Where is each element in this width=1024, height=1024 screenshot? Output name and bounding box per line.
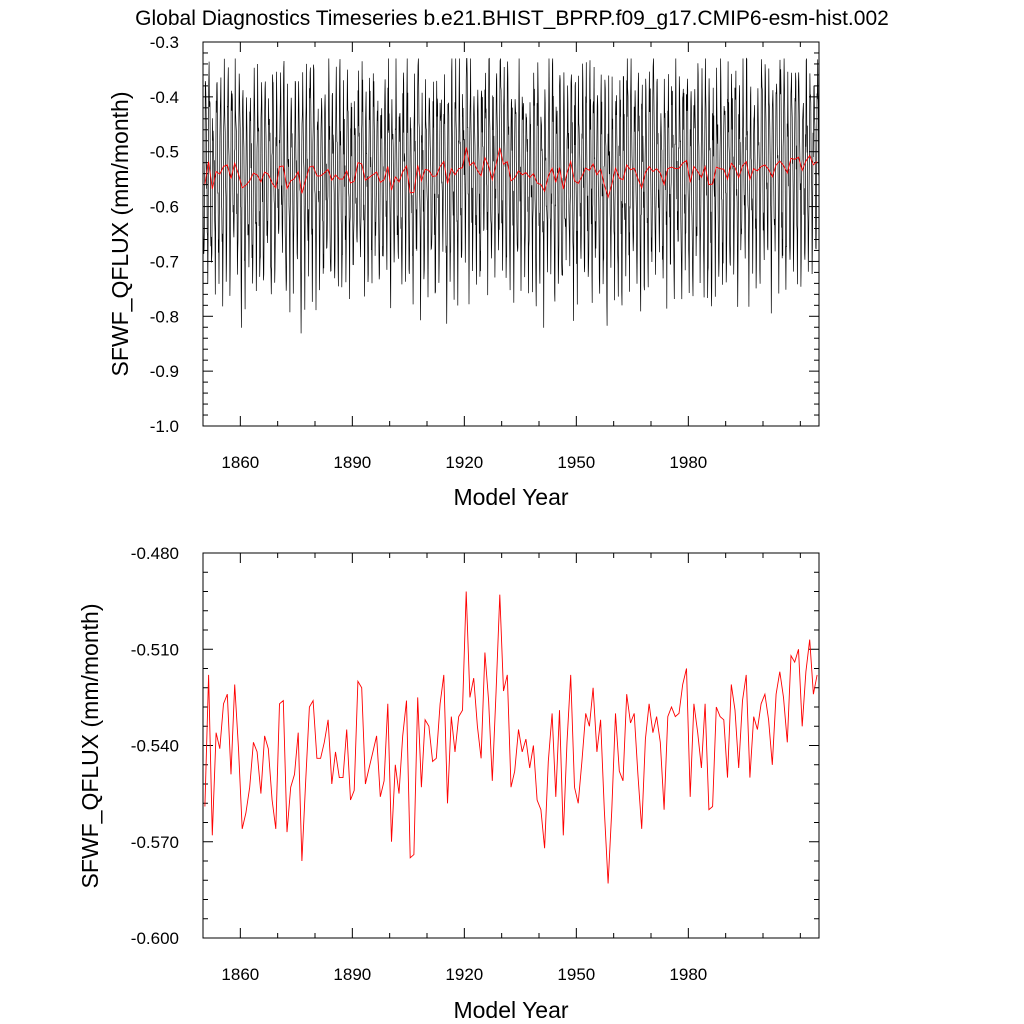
y-tick-label: -0.8 [150, 307, 179, 326]
x-tick-label: 1920 [445, 965, 483, 984]
figure-title: Global Diagnostics Timeseries b.e21.BHIS… [135, 7, 889, 30]
ticks-bottom: -0.600 -0.570 -0.540 -0.510 -0.480 1860 1890 19… [131, 544, 819, 984]
x-tick-label: 1950 [557, 453, 595, 472]
x-tick-label: 1950 [557, 965, 595, 984]
x-tick-label: 1860 [221, 965, 259, 984]
x-tick-label: 1860 [221, 453, 259, 472]
x-axis-label-top: Model Year [453, 484, 568, 510]
plot-frame-top [202, 41, 820, 427]
y-tick-label: -0.540 [131, 737, 179, 756]
y-tick-label: -0.6 [150, 198, 179, 217]
y-tick-label: -0.9 [150, 362, 179, 381]
y-axis-label-bottom: SFWF_QFLUX (mm/month) [77, 604, 103, 889]
y-tick-label: -0.480 [131, 544, 179, 563]
y-tick-label: -0.570 [131, 833, 179, 852]
x-tick-label: 1890 [333, 965, 371, 984]
y-tick-label: -1.0 [150, 417, 179, 436]
y-tick-label: -0.3 [150, 33, 179, 52]
y-tick-label: -0.600 [131, 929, 179, 948]
data-layer-bottom [204, 591, 818, 884]
series-line-annual-mean [204, 147, 818, 199]
plot-frame-bottom [202, 552, 820, 939]
chart-monthly-and-annual: -1.0 -0.9 -0.8 -0.7 -0.6 -0.5 -0.4 -0.3 1860 1890… [107, 33, 820, 510]
y-tick-label: -0.7 [150, 252, 179, 271]
y-tick-label: -0.510 [131, 640, 179, 659]
series-line-monthly [202, 57, 819, 334]
y-tick-label: -0.5 [150, 143, 179, 162]
x-tick-label: 1980 [669, 453, 707, 472]
chart-annual-mean: -0.600 -0.570 -0.540 -0.510 -0.480 1860 1890 19… [77, 544, 820, 1023]
x-tick-label: 1920 [445, 453, 483, 472]
y-axis-label-top: SFWF_QFLUX (mm/month) [107, 92, 133, 377]
data-layer-top [202, 57, 819, 334]
x-tick-label: 1890 [333, 453, 371, 472]
x-axis-label-bottom: Model Year [453, 997, 568, 1023]
series-line-annual-mean [204, 591, 818, 884]
ticks-top: -1.0 -0.9 -0.8 -0.7 -0.6 -0.5 -0.4 -0.3 1860 1890… [150, 33, 819, 472]
y-tick-label: -0.4 [150, 88, 179, 107]
x-tick-label: 1980 [669, 965, 707, 984]
